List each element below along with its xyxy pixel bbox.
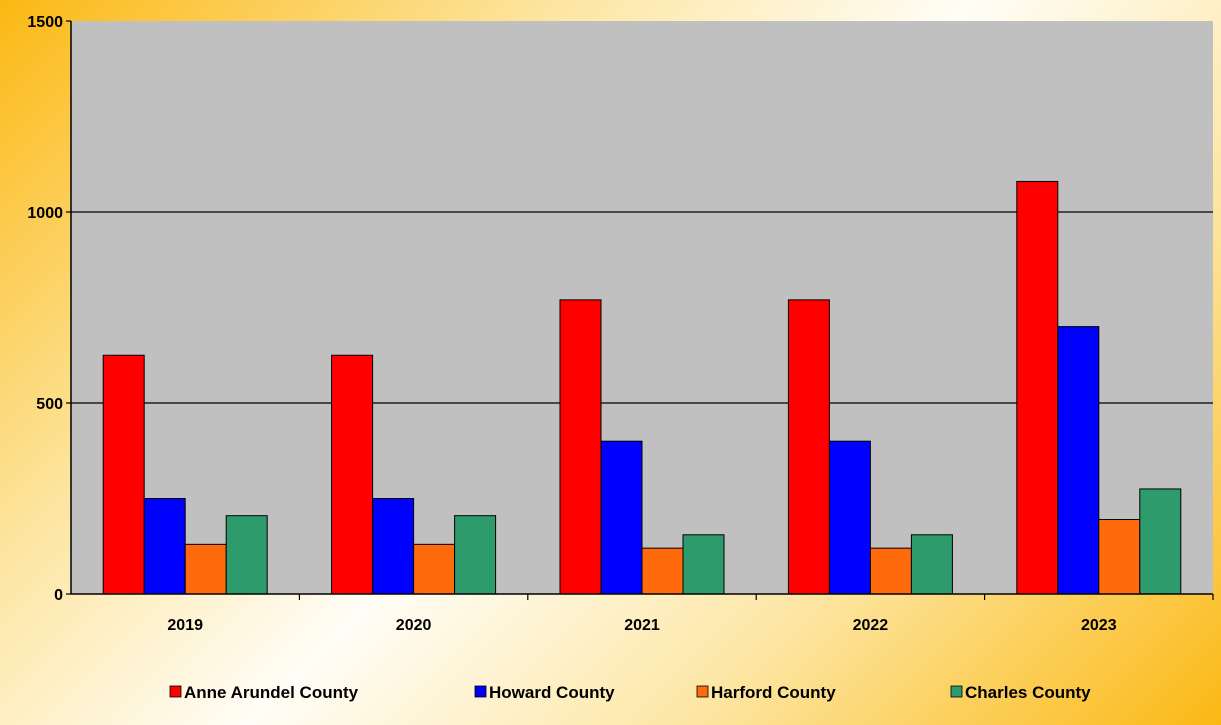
bar-harford-county-2020 (413, 543, 456, 595)
bar-howard-county-2019 (143, 498, 186, 595)
x-tick-label: 2023 (1081, 617, 1117, 634)
legend-swatch (474, 685, 487, 698)
bar-howard-county-2020 (372, 498, 415, 595)
bar-harford-county-2023 (1098, 519, 1141, 595)
legend-label: Harford County (711, 683, 836, 702)
bar-anne-arundel-county-2023 (1016, 180, 1059, 595)
legend-label: Charles County (965, 683, 1091, 702)
legend-swatch (696, 685, 709, 698)
bar-charles-county-2020 (454, 515, 497, 595)
bar-anne-arundel-county-2022 (787, 299, 830, 595)
legend-label: Howard County (489, 683, 615, 702)
legend: Anne Arundel County Howard County Harford … (169, 683, 1091, 702)
legend-swatch (950, 685, 963, 698)
bar-harford-county-2021 (641, 547, 684, 595)
y-tick-label: 1500 (27, 14, 63, 31)
legend-label: Anne Arundel County (184, 683, 359, 702)
y-tick-label: 500 (36, 396, 63, 413)
bar-charles-county-2022 (910, 534, 953, 595)
bar-howard-county-2023 (1057, 326, 1100, 595)
bar-harford-county-2019 (184, 543, 227, 595)
bar-charles-county-2019 (225, 515, 268, 595)
bar-charles-county-2023 (1139, 488, 1182, 595)
bar-charles-county-2021 (682, 534, 725, 595)
x-tick-label: 2020 (396, 617, 432, 634)
x-tick-label: 2021 (624, 617, 660, 634)
bar-anne-arundel-county-2020 (331, 354, 374, 595)
legend-swatch (169, 685, 182, 698)
bar-anne-arundel-county-2019 (102, 354, 145, 595)
x-tick-label: 2019 (167, 617, 203, 634)
bar-anne-arundel-county-2021 (559, 299, 602, 595)
bar-harford-county-2022 (869, 547, 912, 595)
x-tick-label: 2022 (853, 617, 889, 634)
y-tick-label: 1000 (27, 205, 63, 222)
bar-howard-county-2021 (600, 440, 643, 595)
y-tick-label: 0 (54, 587, 63, 604)
bar-howard-county-2022 (828, 440, 871, 595)
